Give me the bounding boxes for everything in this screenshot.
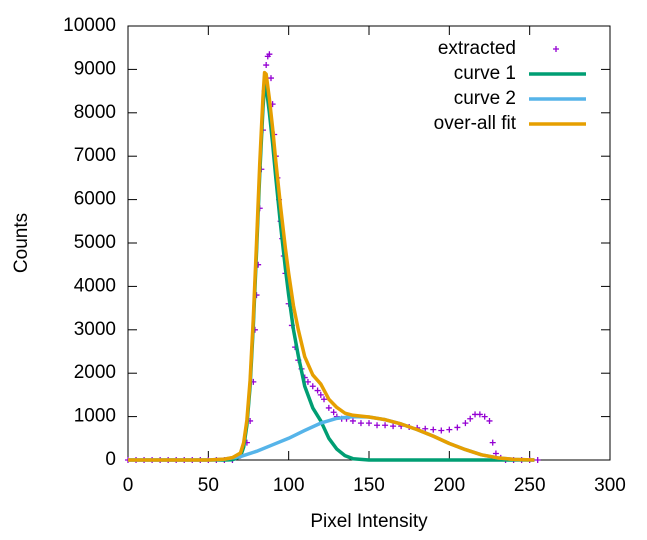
x-tick-label: 50 — [198, 475, 219, 496]
x-tick-label: 250 — [514, 475, 546, 496]
data-point — [430, 426, 437, 433]
y-tick-label: 6000 — [74, 189, 116, 210]
x-tick-label: 0 — [123, 475, 134, 496]
x-tick-label: 200 — [433, 475, 465, 496]
legend-label: extracted — [438, 38, 516, 59]
data-point — [325, 404, 332, 411]
data-point — [454, 424, 461, 431]
data-point — [374, 422, 381, 429]
y-tick-label: 10000 — [63, 15, 116, 36]
plot-border — [127, 25, 611, 461]
y-tick-label: 2000 — [74, 362, 116, 383]
data-point — [438, 427, 445, 434]
data-point — [467, 415, 474, 422]
data-point — [304, 378, 311, 385]
data-point — [266, 51, 273, 58]
x-tick-label: 150 — [353, 475, 385, 496]
y-axis-label: Counts — [11, 213, 32, 273]
legend-label: over-all fit — [434, 113, 517, 134]
legend-label: curve 2 — [454, 88, 516, 109]
data-point — [534, 457, 541, 463]
data-point — [263, 62, 270, 69]
y-tick-label: 0 — [105, 449, 116, 470]
data-point — [314, 387, 321, 394]
data-point — [317, 391, 324, 398]
data-point — [422, 425, 429, 432]
x-axis-label: Pixel Intensity — [310, 511, 428, 532]
data-point — [492, 450, 499, 457]
x-tick-label: 300 — [594, 475, 626, 496]
data-point — [390, 423, 397, 430]
y-tick-label: 5000 — [74, 232, 116, 253]
data-point — [476, 411, 483, 418]
data-point — [446, 426, 453, 433]
data-point — [330, 409, 337, 416]
data-point — [366, 420, 372, 427]
data-point — [349, 417, 356, 424]
data-point — [382, 422, 389, 429]
y-tick-label: 3000 — [74, 319, 116, 340]
data-point — [462, 420, 469, 427]
series-line — [128, 70, 535, 462]
y-tick-label: 1000 — [74, 406, 116, 427]
data-point — [309, 383, 316, 390]
data-point — [321, 396, 328, 403]
data-point — [486, 417, 493, 424]
y-tick-label: 8000 — [74, 102, 116, 123]
data-point — [357, 420, 364, 427]
legend-marker — [553, 46, 559, 52]
data-point — [267, 75, 274, 82]
data-point — [481, 413, 488, 420]
data-point — [489, 439, 496, 446]
legend-label: curve 1 — [454, 63, 516, 84]
y-tick-label: 9000 — [74, 58, 116, 79]
y-tick-label: 7000 — [74, 145, 116, 166]
y-tick-label: 4000 — [74, 275, 116, 296]
x-tick-label: 100 — [273, 475, 305, 496]
